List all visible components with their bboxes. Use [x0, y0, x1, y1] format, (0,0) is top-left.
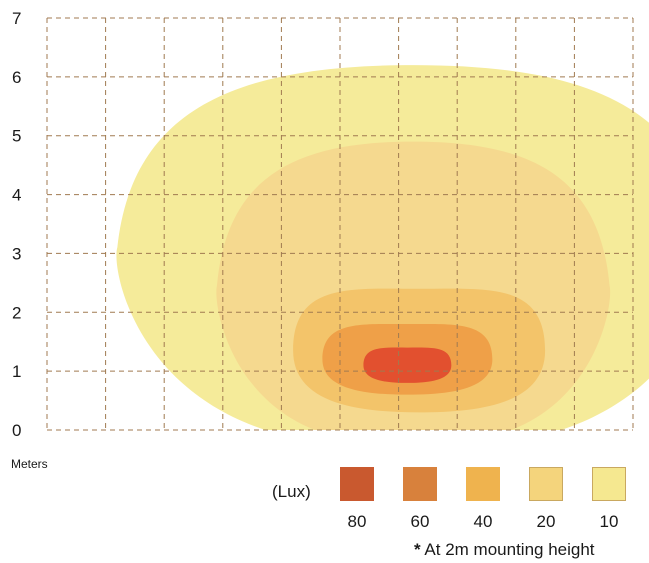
y-tick-label: 0 [12, 421, 21, 440]
footnote-text: At 2m mounting height [424, 540, 595, 559]
legend-title: (Lux) [272, 482, 311, 501]
legend-swatch-20 [529, 467, 563, 501]
legend-swatch-60 [403, 467, 437, 501]
y-tick-label: 3 [12, 244, 21, 263]
legend-label-20: 20 [536, 512, 556, 531]
y-tick-label: 1 [12, 362, 21, 381]
y-axis-ticks: 0 1 2 3 4 5 6 7 [12, 9, 21, 440]
y-tick-label: 6 [12, 68, 21, 87]
contour-80-lux [363, 347, 452, 383]
legend-label-80: 80 [347, 512, 367, 531]
legend-swatch-10 [592, 467, 626, 501]
y-tick-label: 2 [12, 303, 21, 322]
units-label: Meters [11, 457, 48, 471]
legend-label-60: 60 [410, 512, 430, 531]
y-tick-label: 7 [12, 9, 21, 28]
footnote: * At 2m mounting height [414, 540, 595, 560]
legend-label-40: 40 [473, 512, 493, 531]
footnote-mark: * [414, 540, 421, 559]
legend-swatch-40 [466, 467, 500, 501]
legend-swatch-80 [340, 467, 374, 501]
isolux-contours [116, 65, 649, 430]
y-tick-label: 4 [12, 186, 21, 205]
legend-label-10: 10 [599, 512, 619, 531]
y-tick-label: 5 [12, 127, 21, 146]
chart-grid [46, 17, 634, 431]
